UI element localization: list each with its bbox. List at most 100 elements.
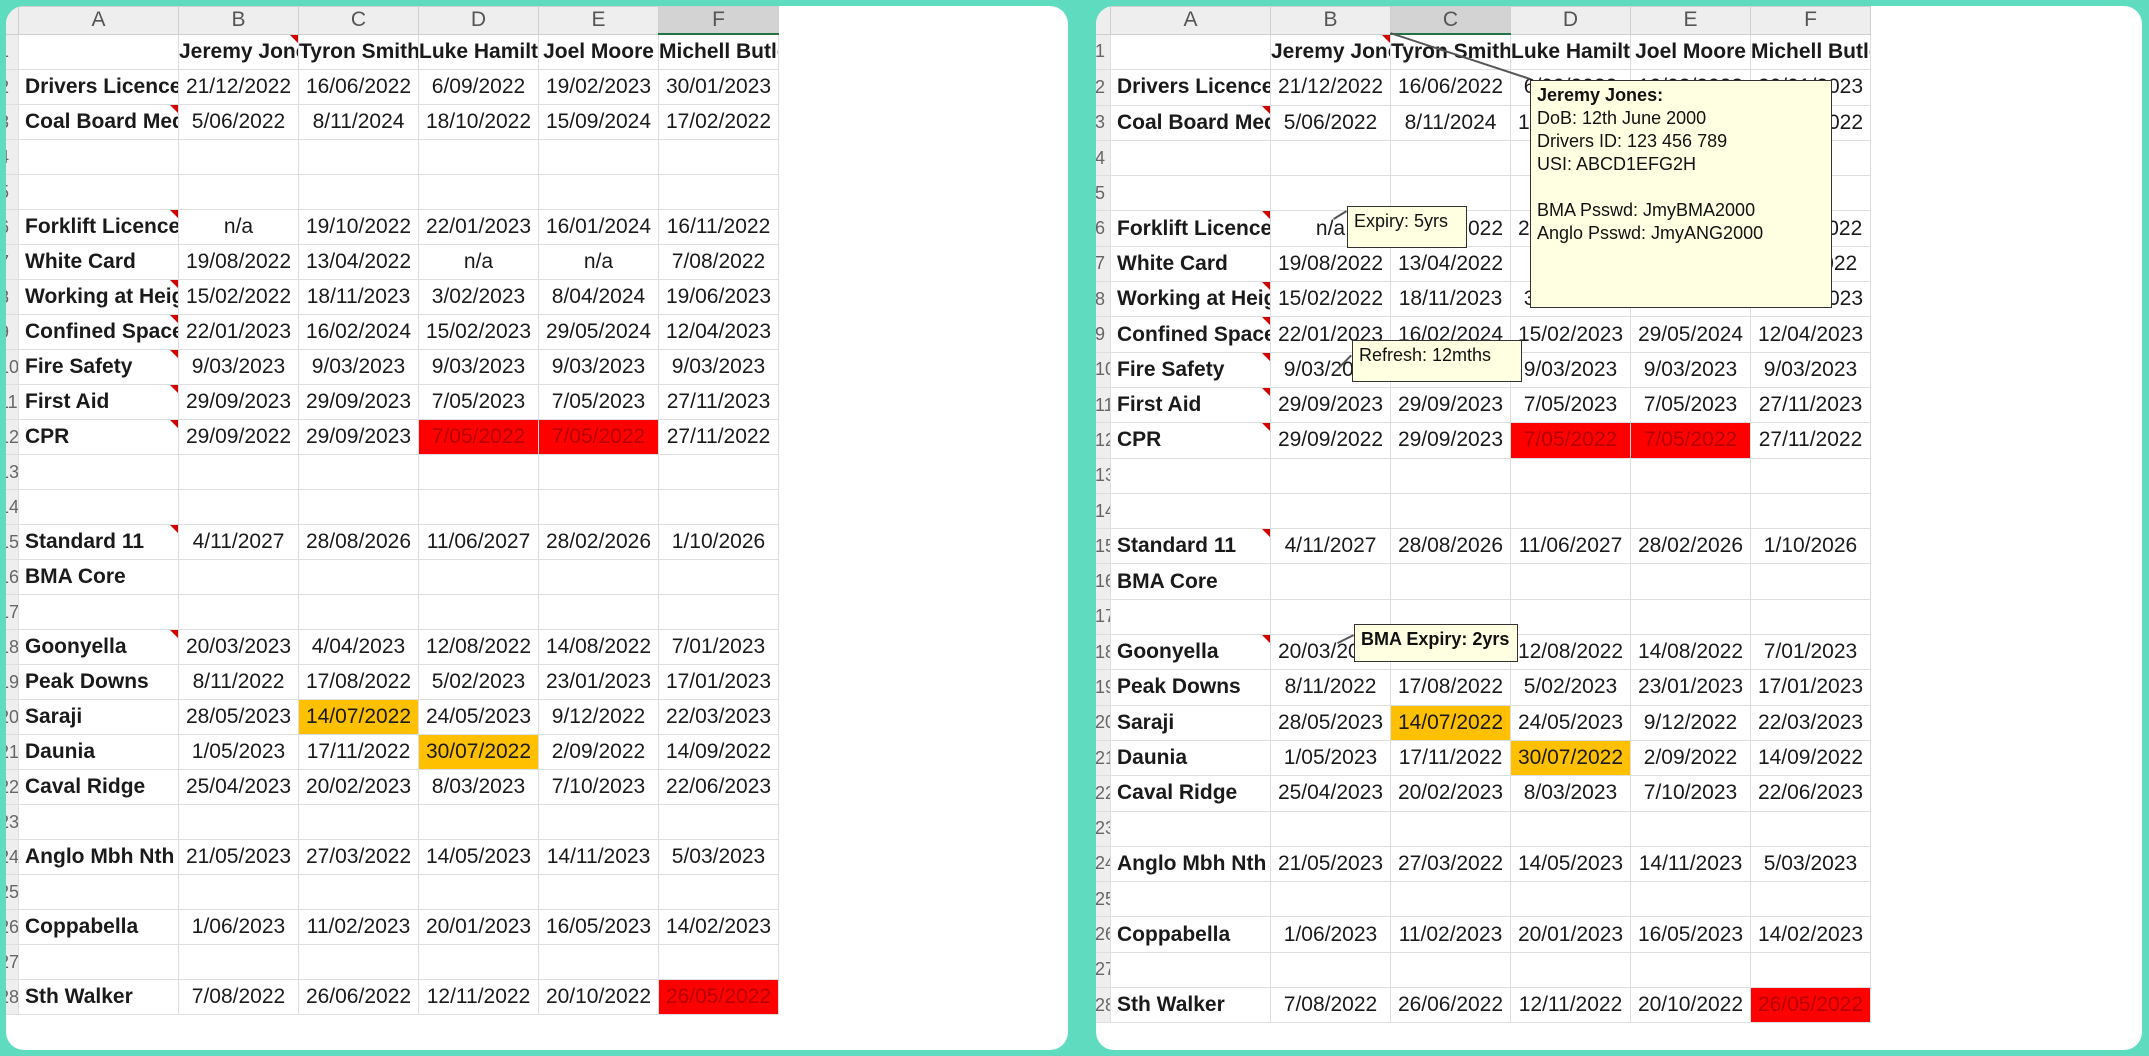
date-cell[interactable]: 9/12/2022 [538, 699, 659, 735]
date-cell[interactable] [1630, 457, 1751, 494]
date-cell[interactable] [538, 139, 659, 175]
date-cell[interactable] [298, 559, 419, 595]
date-cell[interactable]: 27/11/2022 [658, 419, 779, 455]
row-label-cell[interactable]: Caval Ridge [18, 769, 179, 805]
date-cell[interactable]: 28/08/2026 [1390, 528, 1511, 565]
row-number[interactable]: 3 [1096, 104, 1111, 141]
date-cell[interactable] [298, 139, 419, 175]
date-cell[interactable]: 14/07/2022 [298, 699, 419, 735]
date-cell[interactable]: 15/02/2022 [178, 279, 299, 315]
row-label-cell[interactable]: Peak Downs [1110, 669, 1271, 706]
date-cell[interactable] [1510, 810, 1631, 847]
date-cell[interactable]: 12/08/2022 [418, 629, 539, 665]
date-cell[interactable]: 7/05/2022 [538, 419, 659, 455]
row-number[interactable]: 22 [1096, 775, 1111, 812]
row-number[interactable]: 6 [1096, 210, 1111, 247]
date-cell[interactable]: 17/02/2022 [658, 104, 779, 140]
date-cell[interactable]: 19/10/2022 [298, 209, 419, 245]
date-cell[interactable]: 11/06/2027 [1510, 528, 1631, 565]
date-cell[interactable]: 17/01/2023 [658, 664, 779, 700]
column-header-b[interactable]: B [1270, 6, 1391, 35]
date-cell[interactable]: 30/07/2022 [418, 734, 539, 770]
date-cell[interactable] [418, 944, 539, 980]
date-cell[interactable]: 17/11/2022 [298, 734, 419, 770]
row-number[interactable]: 19 [1096, 669, 1111, 706]
date-cell[interactable]: 27/03/2022 [1390, 845, 1511, 883]
row-number[interactable]: 6 [6, 209, 19, 245]
row-number[interactable]: 15 [1096, 528, 1111, 565]
date-cell[interactable] [1390, 139, 1511, 177]
date-cell[interactable]: 26/06/2022 [298, 979, 419, 1015]
date-cell[interactable]: 11/02/2023 [1390, 916, 1511, 953]
row-label-cell[interactable]: BMA Core [1110, 563, 1271, 600]
date-cell[interactable] [178, 874, 299, 910]
date-cell[interactable] [178, 489, 299, 525]
row-label-cell[interactable] [18, 594, 179, 630]
date-cell[interactable]: 30/07/2022 [1510, 739, 1631, 777]
comment-indicator-icon[interactable] [170, 280, 178, 288]
date-cell[interactable]: 8/03/2023 [1510, 775, 1631, 812]
comment-indicator-icon[interactable] [170, 105, 178, 113]
date-cell[interactable]: 7/08/2022 [1270, 987, 1391, 1024]
date-cell[interactable] [658, 174, 779, 210]
date-cell[interactable]: 28/02/2026 [538, 524, 659, 560]
date-cell[interactable] [178, 454, 299, 490]
date-cell[interactable] [1630, 951, 1751, 989]
row-number[interactable]: 25 [1096, 881, 1111, 918]
column-header-d[interactable]: D [1510, 6, 1631, 35]
date-cell[interactable] [178, 139, 299, 175]
row-number[interactable]: 28 [6, 979, 19, 1015]
date-cell[interactable]: 30/01/2023 [658, 69, 779, 105]
date-cell[interactable]: 29/09/2023 [1390, 422, 1511, 459]
date-cell[interactable]: 28/05/2023 [1270, 704, 1391, 741]
row-number[interactable]: 23 [1096, 810, 1111, 847]
date-cell[interactable]: 29/09/2023 [178, 384, 299, 420]
date-cell[interactable] [1270, 563, 1391, 600]
date-cell[interactable] [538, 489, 659, 525]
row-number[interactable]: 17 [1096, 598, 1111, 636]
date-cell[interactable]: 12/04/2023 [1750, 316, 1871, 353]
row-label-cell[interactable]: Confined Spaces [18, 314, 179, 350]
row-label-cell[interactable]: CPR [18, 419, 179, 455]
date-cell[interactable] [418, 174, 539, 210]
date-cell[interactable]: 20/10/2022 [538, 979, 659, 1015]
row-number[interactable]: 7 [6, 244, 19, 280]
date-cell[interactable]: 7/01/2023 [658, 629, 779, 665]
date-cell[interactable]: 6/09/2022 [418, 69, 539, 105]
date-cell[interactable]: 7/05/2022 [1630, 422, 1751, 459]
date-cell[interactable]: 29/05/2024 [1630, 316, 1751, 353]
person-name-cell[interactable]: Michell Butler [658, 33, 779, 70]
date-cell[interactable] [1750, 810, 1871, 847]
row-label-cell[interactable]: CPR [1110, 422, 1271, 459]
row-label-cell[interactable]: Saraji [18, 699, 179, 735]
date-cell[interactable]: 4/11/2027 [178, 524, 299, 560]
date-cell[interactable]: 12/11/2022 [418, 979, 539, 1015]
cell-a1[interactable] [18, 33, 179, 70]
date-cell[interactable] [178, 944, 299, 980]
date-cell[interactable]: 22/01/2023 [418, 209, 539, 245]
row-number[interactable]: 19 [6, 664, 19, 700]
date-cell[interactable]: 14/02/2023 [1750, 916, 1871, 953]
row-label-cell[interactable]: Drivers Licence [1110, 69, 1271, 106]
row-number[interactable]: 18 [6, 629, 19, 665]
date-cell[interactable] [658, 559, 779, 595]
date-cell[interactable] [298, 454, 419, 490]
date-cell[interactable]: 27/11/2023 [658, 384, 779, 420]
date-cell[interactable] [418, 454, 539, 490]
date-cell[interactable] [178, 559, 299, 595]
date-cell[interactable]: 11/02/2023 [298, 909, 419, 945]
date-cell[interactable] [178, 174, 299, 210]
column-header-f[interactable]: F [1750, 6, 1871, 35]
row-number[interactable]: 11 [1096, 386, 1111, 424]
row-label-cell[interactable]: Forklift Licence [1110, 210, 1271, 247]
row-number[interactable]: 14 [6, 489, 19, 525]
row-number[interactable]: 16 [1096, 563, 1111, 600]
date-cell[interactable] [1630, 810, 1751, 847]
date-cell[interactable]: 1/06/2023 [178, 909, 299, 945]
date-cell[interactable]: n/a [178, 209, 299, 245]
date-cell[interactable]: 24/05/2023 [1510, 704, 1631, 741]
date-cell[interactable]: 16/11/2022 [658, 209, 779, 245]
row-number[interactable]: 23 [6, 804, 19, 840]
comment-indicator-icon[interactable] [1262, 388, 1270, 396]
date-cell[interactable]: 1/05/2023 [178, 734, 299, 770]
